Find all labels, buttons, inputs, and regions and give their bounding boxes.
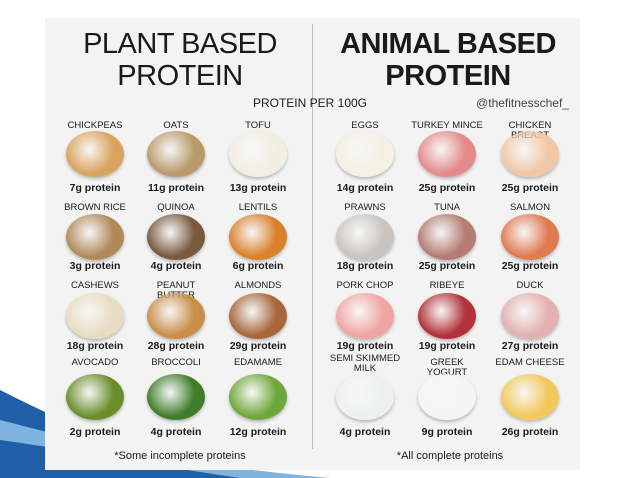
food-image: [147, 293, 205, 339]
food-name: TUNA: [434, 202, 460, 213]
food-name: RIBEYE: [429, 280, 465, 291]
protein-amount: 4g protein: [150, 426, 202, 438]
food-name: GREEK YOGURT: [426, 357, 468, 378]
food-name: BROWN RICE: [64, 202, 126, 213]
protein-amount: 28g protein: [147, 340, 205, 352]
protein-amount: 19g protein: [418, 340, 476, 352]
footnote: *Some incomplete proteins: [114, 450, 246, 462]
protein-amount: 25g protein: [418, 260, 476, 272]
right-title: ANIMAL BASED: [340, 28, 556, 60]
food-name: AVOCADO: [71, 357, 119, 368]
food-image: [418, 293, 476, 339]
food-name: EDAMAME: [233, 357, 283, 368]
food-name: TURKEY MINCE: [411, 120, 483, 131]
protein-amount: 12g protein: [229, 426, 287, 438]
protein-amount: 25g protein: [418, 182, 476, 194]
protein-amount: 25g protein: [501, 260, 559, 272]
protein-amount: 4g protein: [339, 426, 391, 438]
food-image: [418, 214, 476, 260]
handle: @thefitnesschef_: [476, 96, 569, 110]
food-image: [66, 214, 124, 260]
protein-amount: 29g protein: [229, 340, 287, 352]
food-image: [66, 131, 124, 177]
food-name: ALMONDS: [234, 280, 282, 291]
food-image: [418, 374, 476, 420]
protein-amount: 14g protein: [336, 182, 394, 194]
food-name: CHICKPEAS: [67, 120, 123, 131]
left-title: PROTEIN: [117, 60, 243, 92]
food-image: [147, 131, 205, 177]
protein-amount: 7g protein: [69, 182, 121, 194]
food-image: [501, 293, 559, 339]
protein-amount: 2g protein: [69, 426, 121, 438]
food-name: PRAWNS: [344, 202, 386, 213]
footnote: *All complete proteins: [396, 450, 504, 462]
divider: [312, 24, 313, 449]
food-name: EGGS: [351, 120, 379, 131]
food-image: [418, 131, 476, 177]
food-name: DUCK: [516, 280, 544, 291]
food-image: [501, 214, 559, 260]
food-name: QUINOA: [157, 202, 195, 213]
food-image: [147, 214, 205, 260]
food-name: TOFU: [245, 120, 271, 131]
food-image: [66, 374, 124, 420]
food-image: [336, 293, 394, 339]
food-name: CASHEWS: [70, 280, 120, 291]
food-name: SALMON: [509, 202, 551, 213]
food-name: SEMI SKIMMED MILK: [329, 353, 401, 374]
protein-amount: 18g protein: [336, 260, 394, 272]
food-image: [501, 374, 559, 420]
food-image: [336, 374, 394, 420]
protein-amount: 6g protein: [232, 260, 284, 272]
food-name: EDAM CHEESE: [495, 357, 565, 368]
protein-amount: 25g protein: [501, 182, 559, 194]
protein-amount: 18g protein: [66, 340, 124, 352]
food-image: [229, 131, 287, 177]
food-image: [501, 131, 559, 177]
food-name: PORK CHOP: [336, 280, 394, 291]
food-name: LENTILS: [238, 202, 278, 213]
right-title: PROTEIN: [385, 60, 511, 92]
protein-amount: 26g protein: [501, 426, 559, 438]
protein-amount: 9g protein: [421, 426, 473, 438]
food-image: [336, 214, 394, 260]
food-image: [229, 293, 287, 339]
protein-amount: 13g protein: [229, 182, 287, 194]
food-image: [66, 293, 124, 339]
protein-amount: 11g protein: [147, 182, 204, 194]
infographic: PLANT BASED PROTEIN ANIMAL BASED PROTEIN…: [45, 18, 580, 470]
food-image: [229, 374, 287, 420]
food-name: OATS: [163, 120, 189, 131]
food-image: [229, 214, 287, 260]
protein-amount: 19g protein: [336, 340, 394, 352]
protein-amount: 4g protein: [150, 260, 202, 272]
subtitle: PROTEIN PER 100G: [252, 96, 368, 110]
protein-amount: 3g protein: [69, 260, 121, 272]
food-name: BROCCOLI: [151, 357, 201, 368]
food-image: [336, 131, 394, 177]
left-title: PLANT BASED: [83, 28, 277, 60]
food-image: [147, 374, 205, 420]
protein-amount: 27g protein: [501, 340, 559, 352]
